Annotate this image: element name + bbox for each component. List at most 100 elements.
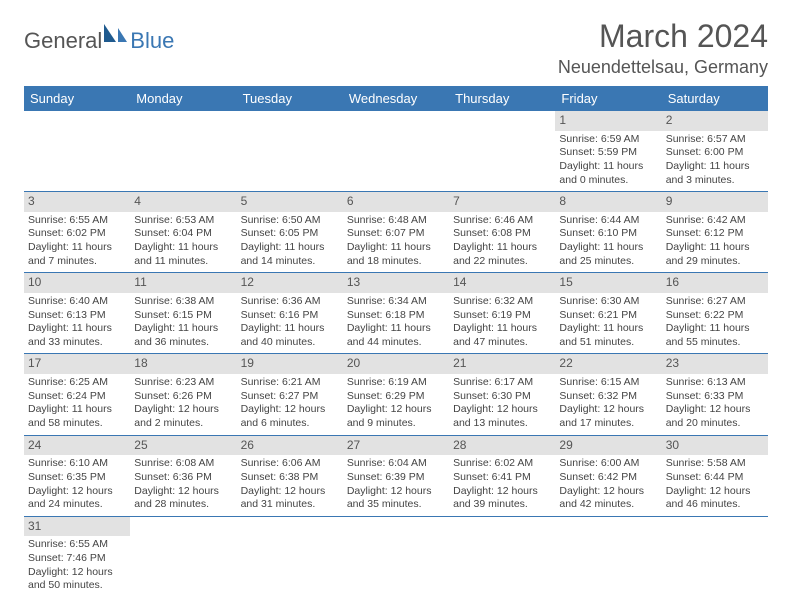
calendar-body: 1Sunrise: 6:59 AMSunset: 5:59 PMDaylight… [24, 111, 768, 597]
calendar-cell: 22Sunrise: 6:15 AMSunset: 6:32 PMDayligh… [555, 354, 661, 435]
day-number: 29 [555, 436, 661, 456]
calendar-cell: 11Sunrise: 6:38 AMSunset: 6:15 PMDayligh… [130, 273, 236, 354]
calendar-cell: 27Sunrise: 6:04 AMSunset: 6:39 PMDayligh… [343, 435, 449, 516]
calendar-cell: 25Sunrise: 6:08 AMSunset: 6:36 PMDayligh… [130, 435, 236, 516]
title-block: March 2024 Neuendettelsau, Germany [558, 18, 768, 78]
day-number: 23 [662, 354, 768, 374]
calendar-cell [130, 111, 236, 192]
calendar-cell: 7Sunrise: 6:46 AMSunset: 6:08 PMDaylight… [449, 192, 555, 273]
calendar-cell [237, 111, 343, 192]
calendar-cell [24, 111, 130, 192]
calendar-cell: 17Sunrise: 6:25 AMSunset: 6:24 PMDayligh… [24, 354, 130, 435]
calendar-cell [555, 516, 661, 597]
day-details: Sunrise: 6:13 AMSunset: 6:33 PMDaylight:… [666, 376, 764, 431]
day-number: 18 [130, 354, 236, 374]
calendar-cell: 4Sunrise: 6:53 AMSunset: 6:04 PMDaylight… [130, 192, 236, 273]
calendar-cell: 13Sunrise: 6:34 AMSunset: 6:18 PMDayligh… [343, 273, 449, 354]
calendar-cell [343, 516, 449, 597]
weekday-header: Saturday [662, 86, 768, 111]
day-details: Sunrise: 6:06 AMSunset: 6:38 PMDaylight:… [241, 457, 339, 512]
day-details: Sunrise: 6:32 AMSunset: 6:19 PMDaylight:… [453, 295, 551, 350]
weekday-header: Tuesday [237, 86, 343, 111]
logo-text-general: General [24, 28, 102, 54]
day-details: Sunrise: 6:46 AMSunset: 6:08 PMDaylight:… [453, 214, 551, 269]
calendar-cell: 15Sunrise: 6:30 AMSunset: 6:21 PMDayligh… [555, 273, 661, 354]
logo-text-blue: Blue [130, 28, 174, 54]
day-details: Sunrise: 6:10 AMSunset: 6:35 PMDaylight:… [28, 457, 126, 512]
day-number: 31 [24, 517, 130, 537]
weekday-header: Thursday [449, 86, 555, 111]
day-number: 17 [24, 354, 130, 374]
calendar-cell: 24Sunrise: 6:10 AMSunset: 6:35 PMDayligh… [24, 435, 130, 516]
day-details: Sunrise: 5:58 AMSunset: 6:44 PMDaylight:… [666, 457, 764, 512]
day-details: Sunrise: 6:38 AMSunset: 6:15 PMDaylight:… [134, 295, 232, 350]
day-details: Sunrise: 6:15 AMSunset: 6:32 PMDaylight:… [559, 376, 657, 431]
day-number: 6 [343, 192, 449, 212]
day-number: 26 [237, 436, 343, 456]
calendar-cell [449, 111, 555, 192]
day-number: 24 [24, 436, 130, 456]
day-details: Sunrise: 6:17 AMSunset: 6:30 PMDaylight:… [453, 376, 551, 431]
day-number: 25 [130, 436, 236, 456]
day-details: Sunrise: 6:02 AMSunset: 6:41 PMDaylight:… [453, 457, 551, 512]
calendar-cell [130, 516, 236, 597]
day-details: Sunrise: 6:42 AMSunset: 6:12 PMDaylight:… [666, 214, 764, 269]
day-details: Sunrise: 6:08 AMSunset: 6:36 PMDaylight:… [134, 457, 232, 512]
day-number: 30 [662, 436, 768, 456]
day-details: Sunrise: 6:30 AMSunset: 6:21 PMDaylight:… [559, 295, 657, 350]
day-number: 8 [555, 192, 661, 212]
day-number: 28 [449, 436, 555, 456]
day-number: 13 [343, 273, 449, 293]
day-details: Sunrise: 6:21 AMSunset: 6:27 PMDaylight:… [241, 376, 339, 431]
day-number: 5 [237, 192, 343, 212]
calendar-cell [662, 516, 768, 597]
calendar-cell: 2Sunrise: 6:57 AMSunset: 6:00 PMDaylight… [662, 111, 768, 192]
day-number: 11 [130, 273, 236, 293]
day-details: Sunrise: 6:27 AMSunset: 6:22 PMDaylight:… [666, 295, 764, 350]
calendar-cell: 20Sunrise: 6:19 AMSunset: 6:29 PMDayligh… [343, 354, 449, 435]
month-title: March 2024 [558, 18, 768, 55]
calendar-cell: 28Sunrise: 6:02 AMSunset: 6:41 PMDayligh… [449, 435, 555, 516]
day-details: Sunrise: 6:53 AMSunset: 6:04 PMDaylight:… [134, 214, 232, 269]
calendar-cell [343, 111, 449, 192]
day-number: 2 [662, 111, 768, 131]
day-details: Sunrise: 6:57 AMSunset: 6:00 PMDaylight:… [666, 133, 764, 188]
calendar-cell: 29Sunrise: 6:00 AMSunset: 6:42 PMDayligh… [555, 435, 661, 516]
day-details: Sunrise: 6:59 AMSunset: 5:59 PMDaylight:… [559, 133, 657, 188]
calendar-cell: 3Sunrise: 6:55 AMSunset: 6:02 PMDaylight… [24, 192, 130, 273]
calendar-cell: 12Sunrise: 6:36 AMSunset: 6:16 PMDayligh… [237, 273, 343, 354]
weekday-header: Monday [130, 86, 236, 111]
day-details: Sunrise: 6:50 AMSunset: 6:05 PMDaylight:… [241, 214, 339, 269]
day-number: 15 [555, 273, 661, 293]
day-number: 9 [662, 192, 768, 212]
calendar-cell: 30Sunrise: 5:58 AMSunset: 6:44 PMDayligh… [662, 435, 768, 516]
day-details: Sunrise: 6:00 AMSunset: 6:42 PMDaylight:… [559, 457, 657, 512]
day-details: Sunrise: 6:40 AMSunset: 6:13 PMDaylight:… [28, 295, 126, 350]
header: General Blue March 2024 Neuendettelsau, … [24, 18, 768, 78]
day-details: Sunrise: 6:25 AMSunset: 6:24 PMDaylight:… [28, 376, 126, 431]
calendar-cell: 31Sunrise: 6:55 AMSunset: 7:46 PMDayligh… [24, 516, 130, 597]
day-number: 27 [343, 436, 449, 456]
weekday-header: Friday [555, 86, 661, 111]
weekday-header: Wednesday [343, 86, 449, 111]
day-details: Sunrise: 6:36 AMSunset: 6:16 PMDaylight:… [241, 295, 339, 350]
day-details: Sunrise: 6:55 AMSunset: 7:46 PMDaylight:… [28, 538, 126, 593]
calendar-cell [449, 516, 555, 597]
location: Neuendettelsau, Germany [558, 57, 768, 78]
calendar-cell: 1Sunrise: 6:59 AMSunset: 5:59 PMDaylight… [555, 111, 661, 192]
day-number: 10 [24, 273, 130, 293]
day-number: 3 [24, 192, 130, 212]
day-details: Sunrise: 6:23 AMSunset: 6:26 PMDaylight:… [134, 376, 232, 431]
calendar-cell: 16Sunrise: 6:27 AMSunset: 6:22 PMDayligh… [662, 273, 768, 354]
day-number: 1 [555, 111, 661, 131]
day-details: Sunrise: 6:48 AMSunset: 6:07 PMDaylight:… [347, 214, 445, 269]
day-number: 16 [662, 273, 768, 293]
calendar-table: SundayMondayTuesdayWednesdayThursdayFrid… [24, 86, 768, 597]
day-details: Sunrise: 6:04 AMSunset: 6:39 PMDaylight:… [347, 457, 445, 512]
calendar-cell: 21Sunrise: 6:17 AMSunset: 6:30 PMDayligh… [449, 354, 555, 435]
calendar-cell: 9Sunrise: 6:42 AMSunset: 6:12 PMDaylight… [662, 192, 768, 273]
calendar-cell: 18Sunrise: 6:23 AMSunset: 6:26 PMDayligh… [130, 354, 236, 435]
calendar-cell: 23Sunrise: 6:13 AMSunset: 6:33 PMDayligh… [662, 354, 768, 435]
day-details: Sunrise: 6:19 AMSunset: 6:29 PMDaylight:… [347, 376, 445, 431]
calendar-cell: 19Sunrise: 6:21 AMSunset: 6:27 PMDayligh… [237, 354, 343, 435]
